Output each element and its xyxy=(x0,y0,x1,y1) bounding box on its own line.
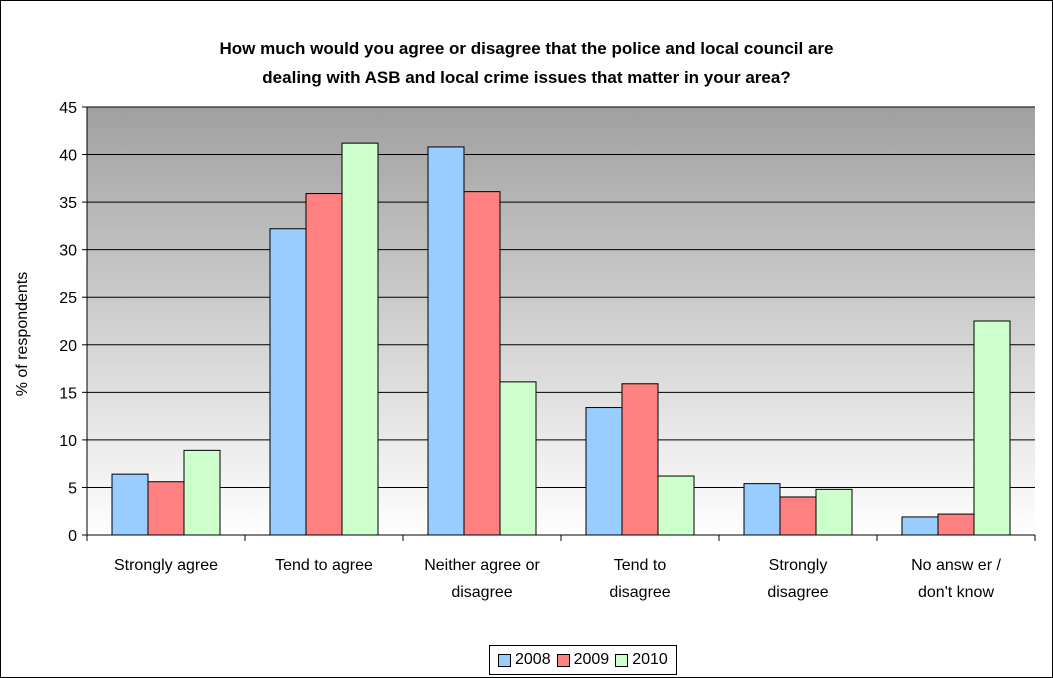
legend-label: 2008 xyxy=(515,651,551,668)
x-tick-label: Neither agree or disagree xyxy=(424,557,540,601)
y-tick-label: 40 xyxy=(59,148,77,165)
bar-2008-3 xyxy=(585,407,623,536)
bar-2010-3 xyxy=(657,475,695,536)
bar-2010-5 xyxy=(973,320,1011,536)
chart-title-line2: dealing with ASB and local crime issues … xyxy=(262,68,791,87)
x-tick-labels: Strongly agree Tend to agree Neither agree… xyxy=(114,557,1001,601)
legend-item-2009: 2009 xyxy=(556,651,610,669)
legend-swatch xyxy=(615,653,629,667)
y-tick-labels: 0 5 10 15 20 25 30 35 40 45 xyxy=(59,100,87,545)
bar-2008-4 xyxy=(743,483,781,536)
bar-2008-0 xyxy=(111,473,149,536)
legend-label: 2010 xyxy=(632,651,668,668)
bar-2010-4 xyxy=(815,488,853,536)
y-tick-label: 15 xyxy=(59,385,77,402)
bar-2009-5 xyxy=(937,513,975,536)
legend-label: 2009 xyxy=(573,651,610,668)
bar-2010-1 xyxy=(341,142,379,536)
y-tick-label: 0 xyxy=(68,528,77,545)
y-tick-label: 45 xyxy=(59,100,77,117)
x-tick-label: No answ er / don't know xyxy=(911,557,1001,601)
y-tick-label: 25 xyxy=(59,290,77,307)
bar-2009-4 xyxy=(779,496,817,536)
legend: 2008 2009 2010 xyxy=(489,645,677,675)
bar-2008-1 xyxy=(269,228,307,536)
gridlines xyxy=(87,106,1035,488)
bar-chart: 0 5 10 15 20 25 30 35 40 45 Strongly agree Tend to… xyxy=(14,100,1036,601)
x-tick-label: Strongly disagree xyxy=(767,557,828,601)
plot-area xyxy=(87,107,1035,535)
legend-item-2010: 2010 xyxy=(615,651,668,669)
y-tick-label: 5 xyxy=(68,480,77,497)
legend-swatch xyxy=(498,653,511,667)
y-axis-label: % of respondents xyxy=(14,272,31,397)
y-tick-label: 10 xyxy=(59,433,77,450)
y-tick-label: 35 xyxy=(59,195,77,212)
bar-2009-3 xyxy=(621,383,659,536)
legend-item-2008: 2008 xyxy=(498,651,551,669)
x-tick-label: Strongly agree xyxy=(114,557,218,574)
chart-title-line1: How much would you agree or disagree tha… xyxy=(219,39,834,58)
chart-title: How much would you agree or disagree tha… xyxy=(0,34,1053,92)
legend-swatch xyxy=(556,653,570,667)
bar-2009-2 xyxy=(463,191,501,536)
bar-2008-2 xyxy=(427,146,465,536)
y-tick-label: 20 xyxy=(59,338,77,355)
axes xyxy=(86,107,1036,541)
x-tick-label: Tend to agree xyxy=(275,557,373,574)
bar-2008-5 xyxy=(901,516,939,536)
bar-2009-1 xyxy=(305,193,343,536)
y-tick-label: 30 xyxy=(59,243,77,260)
bar-2010-0 xyxy=(183,449,221,536)
bar-2010-2 xyxy=(499,381,537,536)
x-tick-label: Tend to disagree xyxy=(609,557,670,601)
bar-2009-0 xyxy=(147,481,185,536)
